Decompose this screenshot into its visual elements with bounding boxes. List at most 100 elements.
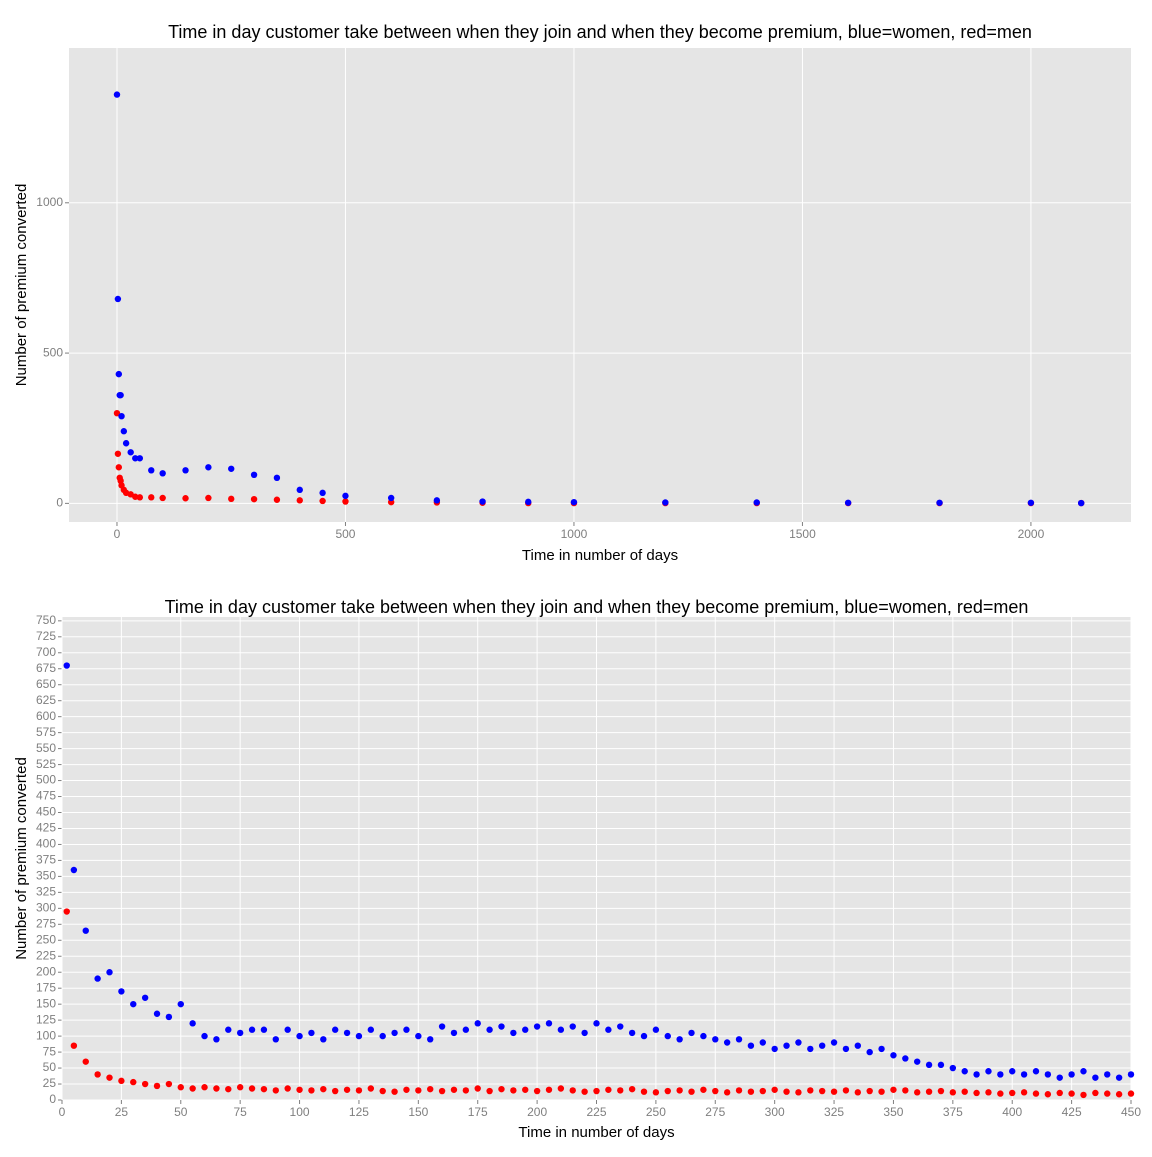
y-tick-label: 550 <box>36 741 56 755</box>
point <box>250 471 258 479</box>
y-tick-label: 600 <box>36 709 56 723</box>
y-tick-label: 350 <box>36 869 56 883</box>
point <box>688 1088 695 1095</box>
point <box>949 1089 957 1096</box>
point <box>771 1086 778 1093</box>
point <box>818 1087 826 1095</box>
x-tick-label: 325 <box>824 1105 844 1119</box>
point <box>379 1087 386 1095</box>
y-tick-label: 375 <box>36 853 56 867</box>
y-tick-label: 0 <box>56 496 63 510</box>
point <box>115 464 123 471</box>
point <box>866 1087 873 1095</box>
x-tick-label: 375 <box>943 1105 963 1119</box>
point <box>136 494 144 501</box>
point <box>617 1023 624 1030</box>
point <box>148 467 155 474</box>
point <box>1032 1090 1040 1097</box>
point <box>985 1089 992 1096</box>
point <box>902 1087 909 1094</box>
point <box>1027 499 1035 506</box>
point <box>182 467 189 474</box>
point <box>450 1086 458 1093</box>
point <box>617 1087 624 1094</box>
point <box>284 1085 291 1092</box>
x-tick-label: 2000 <box>1018 527 1045 541</box>
point <box>688 1029 695 1037</box>
point <box>132 455 139 462</box>
point <box>260 1085 268 1093</box>
point <box>486 1026 493 1033</box>
point <box>355 1032 363 1040</box>
point <box>783 1042 790 1049</box>
y-tick-label: 425 <box>36 821 56 835</box>
y-tick-label: 0 <box>49 1092 56 1106</box>
point <box>260 1026 268 1033</box>
x-tick-label: 225 <box>586 1105 606 1119</box>
point <box>225 1085 232 1093</box>
point <box>122 440 130 447</box>
point <box>228 465 235 472</box>
point <box>94 975 101 982</box>
point <box>201 1032 208 1040</box>
y-axis-label: Number of premium converted <box>13 184 30 387</box>
y-tick-label: 500 <box>43 345 63 359</box>
point <box>1044 1091 1052 1098</box>
point <box>438 1087 446 1095</box>
point <box>296 486 303 494</box>
x-tick-label: 350 <box>883 1105 903 1119</box>
point <box>569 1087 576 1094</box>
point <box>498 1085 505 1093</box>
y-tick-label: 150 <box>36 996 56 1010</box>
point <box>700 1032 707 1040</box>
point <box>973 1071 980 1078</box>
point <box>525 498 532 506</box>
point <box>723 1039 731 1046</box>
x-tick-label: 450 <box>1121 1105 1141 1119</box>
point <box>700 1086 707 1093</box>
point <box>189 1085 196 1092</box>
point <box>320 1085 327 1093</box>
point <box>248 1026 256 1033</box>
point <box>450 1029 458 1037</box>
point <box>925 1088 933 1095</box>
point <box>997 1071 1004 1078</box>
y-tick-label: 450 <box>36 805 56 819</box>
point <box>545 1086 553 1093</box>
point <box>569 1023 576 1030</box>
point <box>118 1077 125 1085</box>
point <box>1080 1068 1087 1075</box>
y-axis-label: Number of premium converted <box>13 757 30 960</box>
point <box>136 455 144 462</box>
point <box>415 1032 422 1040</box>
point <box>652 1026 660 1033</box>
point <box>1092 1074 1099 1081</box>
point <box>462 1026 470 1033</box>
point <box>355 1087 363 1094</box>
point <box>159 494 166 502</box>
y-tick-label: 25 <box>43 1076 57 1090</box>
y-tick-label: 225 <box>36 948 56 962</box>
point <box>296 1032 303 1040</box>
y-tick-label: 50 <box>43 1060 57 1074</box>
y-tick-label: 675 <box>36 661 56 675</box>
point <box>342 498 349 505</box>
x-tick-label: 75 <box>233 1105 247 1119</box>
point <box>783 1088 790 1095</box>
point <box>213 1036 220 1043</box>
point <box>165 1013 173 1021</box>
point <box>498 1023 505 1030</box>
point <box>985 1068 992 1075</box>
point <box>890 1086 897 1093</box>
point <box>676 1036 683 1043</box>
point <box>308 1029 315 1037</box>
point <box>795 1089 802 1096</box>
point <box>842 1045 850 1053</box>
point <box>830 1039 838 1046</box>
point <box>581 1088 588 1095</box>
point <box>1077 499 1085 507</box>
point <box>118 412 125 420</box>
point <box>807 1087 814 1094</box>
y-tick-label: 700 <box>36 645 56 659</box>
